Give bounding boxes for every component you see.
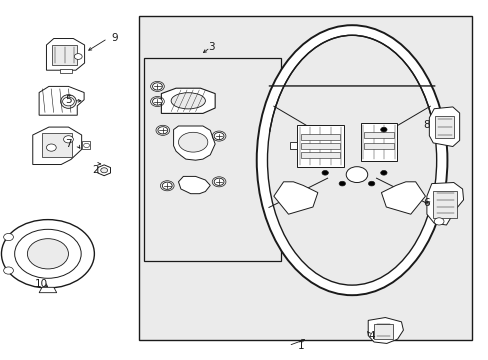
Text: 10: 10 bbox=[35, 279, 48, 289]
Text: 5: 5 bbox=[65, 95, 72, 105]
Bar bbox=[52, 45, 77, 65]
Polygon shape bbox=[426, 183, 463, 225]
Bar bbox=[60, 69, 72, 73]
Circle shape bbox=[101, 168, 107, 173]
Bar bbox=[432, 191, 456, 218]
Circle shape bbox=[321, 171, 327, 175]
Polygon shape bbox=[39, 86, 84, 115]
Circle shape bbox=[158, 127, 167, 134]
Polygon shape bbox=[39, 287, 57, 293]
Circle shape bbox=[46, 144, 56, 151]
Circle shape bbox=[346, 167, 367, 183]
Polygon shape bbox=[161, 88, 215, 113]
Circle shape bbox=[214, 132, 224, 140]
Ellipse shape bbox=[178, 132, 207, 152]
Bar bbox=[363, 132, 393, 138]
Bar bbox=[301, 143, 339, 149]
Circle shape bbox=[3, 234, 13, 241]
Text: 3: 3 bbox=[207, 42, 214, 52]
Text: 2: 2 bbox=[92, 165, 99, 175]
Polygon shape bbox=[173, 126, 215, 160]
Bar bbox=[360, 123, 396, 161]
Bar bbox=[434, 116, 453, 138]
Circle shape bbox=[380, 127, 386, 132]
Circle shape bbox=[15, 229, 81, 278]
Circle shape bbox=[162, 182, 172, 189]
Bar bbox=[81, 141, 90, 149]
Text: 1: 1 bbox=[297, 341, 304, 351]
Bar bbox=[289, 142, 296, 149]
Bar bbox=[139, 16, 471, 340]
Bar bbox=[301, 152, 339, 158]
Circle shape bbox=[27, 239, 68, 269]
Ellipse shape bbox=[171, 93, 205, 109]
Polygon shape bbox=[428, 107, 459, 147]
Ellipse shape bbox=[256, 25, 447, 295]
Polygon shape bbox=[367, 318, 403, 343]
Polygon shape bbox=[178, 176, 210, 194]
Circle shape bbox=[62, 97, 74, 106]
Circle shape bbox=[380, 171, 386, 175]
Bar bbox=[297, 125, 343, 166]
Circle shape bbox=[1, 220, 94, 288]
Circle shape bbox=[63, 136, 73, 143]
Bar bbox=[363, 143, 393, 149]
Polygon shape bbox=[98, 165, 110, 176]
Bar bbox=[301, 134, 339, 140]
Text: 8: 8 bbox=[423, 120, 429, 130]
Circle shape bbox=[214, 178, 224, 185]
Text: 6: 6 bbox=[423, 198, 429, 208]
Circle shape bbox=[339, 181, 345, 186]
Bar bbox=[373, 324, 392, 339]
Circle shape bbox=[74, 54, 82, 59]
Polygon shape bbox=[273, 182, 317, 214]
Circle shape bbox=[83, 143, 89, 148]
Polygon shape bbox=[381, 182, 425, 214]
Text: 4: 4 bbox=[367, 330, 374, 341]
Text: 7: 7 bbox=[65, 139, 72, 149]
Bar bbox=[144, 58, 281, 261]
Bar bbox=[41, 133, 72, 157]
Polygon shape bbox=[33, 127, 81, 165]
Circle shape bbox=[152, 98, 162, 105]
Ellipse shape bbox=[267, 35, 436, 285]
Circle shape bbox=[152, 83, 162, 90]
Text: 9: 9 bbox=[111, 33, 118, 43]
Polygon shape bbox=[46, 39, 84, 70]
Ellipse shape bbox=[61, 95, 76, 108]
Circle shape bbox=[368, 181, 374, 186]
Circle shape bbox=[3, 267, 13, 274]
Circle shape bbox=[433, 218, 443, 225]
